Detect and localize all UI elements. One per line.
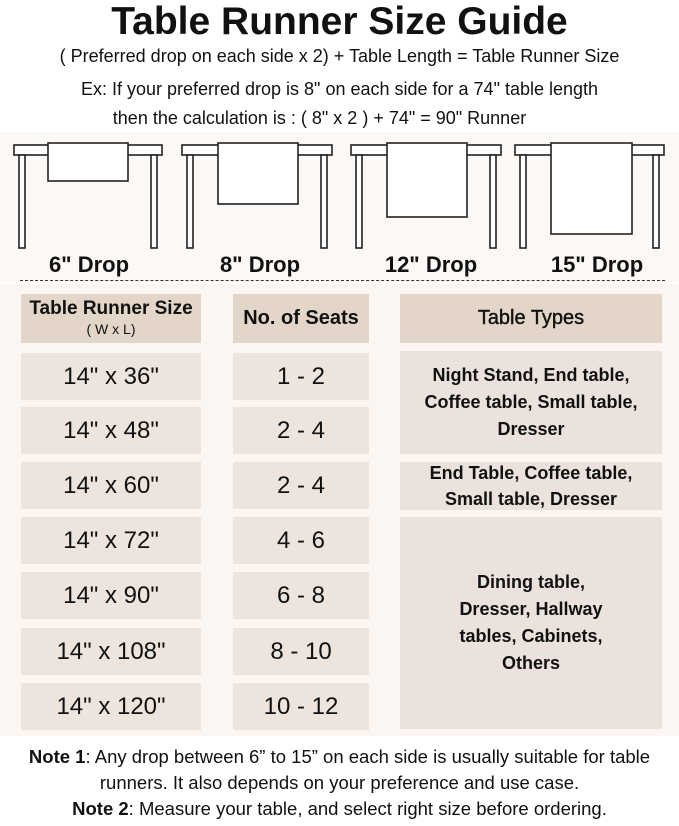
table-6-drop bbox=[13, 142, 163, 249]
note-1-label: Note 1 bbox=[28, 746, 86, 767]
header-size-sub: ( W x L) bbox=[86, 320, 136, 337]
drop-label: 12" Drop bbox=[384, 252, 478, 277]
drop-label: 8" Drop bbox=[219, 252, 301, 277]
table-types-cell: End Table, Coffee table, Small table, Dr… bbox=[400, 462, 662, 510]
table-15-drop bbox=[514, 142, 665, 249]
table-8-drop bbox=[181, 142, 333, 249]
seats-cell: 2 - 4 bbox=[233, 407, 369, 454]
size-cell: 14" x 48" bbox=[21, 407, 201, 454]
formula: ( Preferred drop on each side x 2) + Tab… bbox=[59, 46, 620, 66]
size-cell: 14" x 108" bbox=[21, 628, 201, 675]
tables-drawing bbox=[13, 142, 665, 249]
header-types: Table Types bbox=[400, 294, 662, 343]
table-types-cell: Dining table, Dresser, Hallway tables, C… bbox=[400, 517, 662, 729]
seats-cell: 4 - 6 bbox=[233, 517, 369, 564]
note-2-label: Note 2 bbox=[72, 798, 129, 819]
table-types-cell: Night Stand, End table, Coffee table, Sm… bbox=[400, 351, 662, 454]
page-title: Table Runner Size Guide bbox=[111, 0, 568, 43]
seats-cell: 1 - 2 bbox=[233, 353, 369, 400]
seats-cell: 10 - 12 bbox=[233, 683, 369, 730]
header-size-label: Table Runner Size bbox=[29, 297, 193, 319]
table-12-drop bbox=[350, 142, 502, 249]
example-line-1: Ex: If your preferred drop is 8" on each… bbox=[80, 79, 599, 99]
example-line-2: then the calculation is : ( 8" x 2 ) + 7… bbox=[112, 108, 527, 128]
divider bbox=[20, 280, 665, 281]
note-2: Note 2: Measure your table, and select r… bbox=[0, 796, 679, 822]
note-2-text: : Measure your table, and select right s… bbox=[128, 798, 607, 819]
header-seats: No. of Seats bbox=[233, 294, 369, 343]
seats-cell: 2 - 4 bbox=[233, 462, 369, 509]
note-1: Note 1: Any drop between 6” to 15” on ea… bbox=[0, 744, 679, 796]
size-cell: 14" x 36" bbox=[21, 353, 201, 400]
size-cell: 14" x 60" bbox=[21, 462, 201, 509]
seats-cell: 8 - 10 bbox=[233, 628, 369, 675]
size-cell: 14" x 72" bbox=[21, 517, 201, 564]
seats-cell: 6 - 8 bbox=[233, 572, 369, 619]
size-cell: 14" x 90" bbox=[21, 572, 201, 619]
drop-illustrations bbox=[0, 132, 679, 282]
size-cell: 14" x 120" bbox=[21, 683, 201, 730]
header-size: Table Runner Size ( W x L) bbox=[21, 294, 201, 343]
note-1-text: : Any drop between 6” to 15” on each sid… bbox=[85, 746, 651, 793]
drop-label: 15" Drop bbox=[550, 252, 644, 277]
drop-label: 6" Drop bbox=[48, 252, 130, 277]
